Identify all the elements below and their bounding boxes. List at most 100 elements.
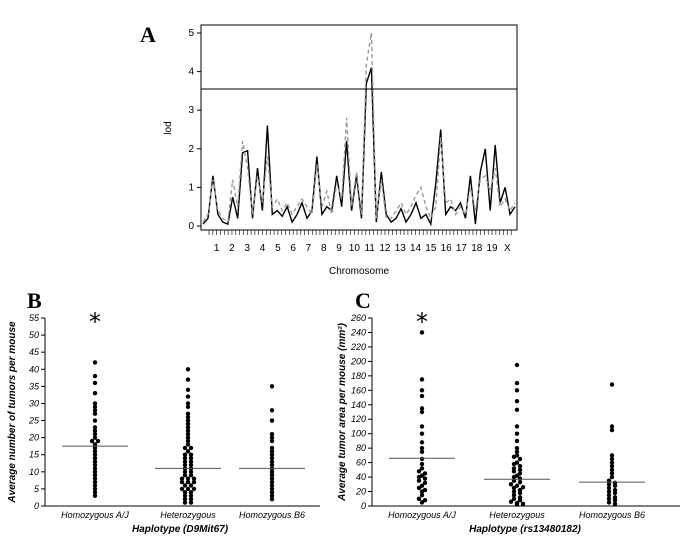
panel-b-data-point (92, 459, 98, 464)
panel-b-data-point (185, 476, 191, 481)
panel-b-data-point (92, 401, 98, 406)
panel-c-ytick-label: 220 (350, 342, 366, 352)
panel-b-data-point (188, 490, 194, 495)
panel-c-data-point (419, 461, 425, 467)
panel-c-ytick-label: 120 (351, 414, 366, 424)
panel-b-data-point (182, 473, 188, 478)
panel-c-data-point (419, 388, 425, 393)
panel-a-ylabel: lod (163, 121, 174, 134)
panel-c-data-point (612, 487, 618, 493)
panel-b-data-point (188, 452, 194, 457)
panel-b-data-point (179, 476, 185, 481)
panel-a-chromosome-label: 3 (244, 243, 250, 254)
panel-a-ytick-label: 0 (188, 221, 194, 232)
panel-a-chromosome-label: 5 (275, 243, 281, 254)
panel-c-data-point (419, 377, 425, 382)
panel-b-data-point (92, 486, 98, 492)
panel-b-data-point (182, 462, 188, 468)
panel-b-significance-star: * (89, 308, 101, 336)
panel-b-data-point (92, 449, 98, 454)
panel-b-data-point (185, 449, 191, 454)
panel-a-ytick-label: 2 (188, 144, 194, 155)
panel-c-data-point (419, 424, 425, 429)
panel-b-data-point (269, 473, 275, 478)
panel-b-data-point (191, 476, 197, 481)
panel-b-data-point (269, 435, 275, 440)
panel-c-data-point (520, 501, 526, 507)
panel-a-chromosome-label: 14 (410, 243, 422, 254)
panel-c-data-point (609, 427, 615, 433)
panel-b-data-point (92, 462, 98, 468)
panel-c-data-point (514, 424, 520, 429)
panel-c-data-point (422, 471, 428, 476)
panel-b-data-point (188, 445, 194, 451)
panel-b-data-point (188, 473, 194, 478)
panel-c-data-point (514, 453, 520, 458)
panel-c-data-point (514, 388, 520, 393)
panel-b-data-point (188, 496, 194, 502)
panel-a-chromosome-label: 11 (364, 243, 375, 254)
panel-b-data-point (188, 462, 194, 468)
panel-c-data-point (606, 485, 612, 491)
panel-a-chromosome-label: 15 (425, 243, 437, 254)
panel-c-data-point (514, 460, 520, 465)
panel-b-data-point (92, 425, 98, 430)
panel-c-data-point (609, 467, 615, 473)
panel-c-xlabel: Haplotype (rs13480182) (469, 524, 581, 535)
panel-a-chromosome-label: 13 (395, 243, 407, 254)
panel-b-data-point (185, 428, 191, 433)
panel-c-data-point (419, 483, 425, 488)
panel-b-ytick-label: 30 (29, 398, 39, 408)
panel-a-series-solid (202, 67, 516, 227)
panel-b-data-point (269, 418, 275, 423)
panel-c-category-label: Homozygous B6 (579, 510, 645, 520)
panel-b-data-point (185, 432, 191, 437)
panel-c-data-point (606, 482, 612, 487)
panel-b-ytick-label: 20 (28, 433, 39, 443)
panel-c-data-point (514, 438, 520, 444)
panel-b-ytick-label: 10 (29, 467, 39, 477)
panel-b-data-point (185, 442, 191, 447)
panel-b-data-point (179, 479, 185, 485)
panel-b-data-point (182, 483, 188, 488)
panel-b-data-point (92, 428, 98, 433)
panel-c-data-point (609, 460, 615, 465)
panel-c-data-point (416, 478, 422, 483)
panel-c-data-point (416, 496, 422, 501)
panel-b-data-point (92, 473, 98, 478)
panel-b-ytick-label: 5 (34, 484, 40, 494)
panel-c-ytick-label: 60 (356, 458, 366, 468)
panel-b-data-point (185, 414, 191, 420)
panel-c-ytick-label: 240 (350, 327, 366, 337)
panel-c-ytick-label: 180 (351, 371, 366, 381)
panel-b-data-point (269, 449, 275, 454)
panel-c-data-point (416, 469, 422, 474)
panel-c-data-point (517, 467, 523, 473)
panel-b-data-point (185, 367, 191, 372)
panel-b-category-label: Homozygous B6 (239, 510, 305, 520)
panel-b-data-point (182, 455, 188, 461)
panel-c-data-point (511, 496, 517, 501)
panel-b-data-point (92, 408, 98, 413)
panel-b-data-point (269, 493, 275, 498)
panel-b-data-point (182, 469, 188, 475)
panel-c-data-point (609, 464, 615, 469)
panel-c-data-point (517, 464, 523, 469)
panel-b-data-point (92, 452, 98, 457)
panel-b-data-point (92, 479, 98, 485)
panel-b-data-point (92, 380, 98, 386)
panel-b-data-point (92, 490, 98, 495)
panel-b-data-point (92, 391, 98, 396)
panel-b-data-point (92, 411, 98, 416)
panel-c-ytick-label: 20 (355, 487, 366, 497)
panel-c-data-point (609, 424, 615, 429)
panel-b-data-point (182, 496, 188, 502)
panel-b-category-label: Homozygous A/J (61, 510, 129, 520)
panel-c-data-point (609, 456, 615, 462)
panel-c-data-point (422, 498, 428, 503)
panel-b-data-point (92, 455, 98, 461)
panel-b-data-point (188, 469, 194, 475)
panel-c-ytick-label: 160 (351, 385, 366, 395)
panel-b-data-point (269, 459, 275, 464)
panel-b-data-point (185, 418, 191, 423)
